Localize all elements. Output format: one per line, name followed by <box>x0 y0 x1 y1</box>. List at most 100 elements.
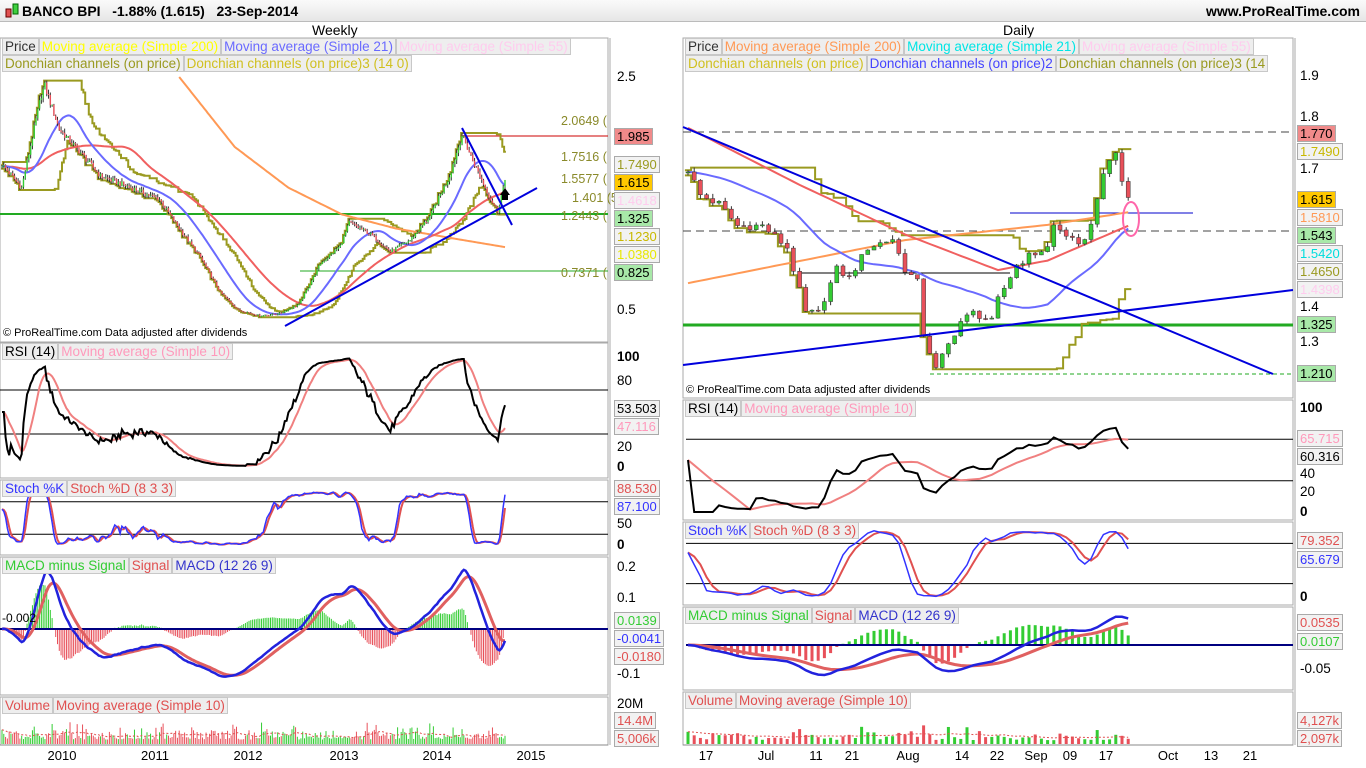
candle-body <box>124 184 127 187</box>
weekly-x-label: 2011 <box>141 748 169 763</box>
candle-body <box>182 230 184 236</box>
legend-item[interactable]: RSI (14) <box>2 343 59 360</box>
weekly-volume-legend: Volume Moving average (Simple 10) <box>2 697 228 714</box>
candle-body <box>359 227 361 229</box>
candle-body <box>15 179 18 182</box>
legend-item[interactable]: Stoch %D (8 3 3) <box>67 480 177 497</box>
candle-body <box>228 298 231 302</box>
legend-item[interactable]: Stoch %D (8 3 3) <box>750 522 860 539</box>
daily-rsi-tick: 100 <box>1300 400 1323 415</box>
rsi-ma-line <box>687 437 1129 511</box>
weekly-rsi-legend: RSI (14) Moving average (Simple 10) <box>2 343 234 360</box>
candle-body <box>382 245 384 247</box>
candle-body <box>128 185 130 188</box>
daily-price-box: 1.5810 <box>1297 209 1343 226</box>
candle-body <box>377 240 379 243</box>
candle-body <box>314 274 316 277</box>
candle-body <box>319 263 322 266</box>
legend-item[interactable]: Moving average (Simple 21) <box>221 38 396 55</box>
legend-item[interactable]: Moving average (Simple 200) <box>38 38 222 55</box>
daily-price-box: 1.615 <box>1297 191 1336 208</box>
legend-item[interactable]: MACD (12 26 9) <box>855 607 959 624</box>
candle-body <box>19 183 21 189</box>
candle-body <box>148 194 150 196</box>
legend-item[interactable]: MACD (12 26 9) <box>172 557 276 574</box>
candle-body <box>989 317 995 320</box>
candle-body <box>475 166 478 168</box>
candle-body <box>257 314 259 316</box>
candle-body <box>67 135 69 137</box>
candle-body <box>235 307 238 309</box>
candle-body <box>822 301 827 311</box>
legend-item[interactable]: Moving average (Simple 200) <box>721 38 905 55</box>
legend-item[interactable]: Moving average (Simple 10) <box>736 692 911 709</box>
candle-body <box>970 310 976 316</box>
candle-body <box>318 265 320 270</box>
candle-body <box>915 274 920 280</box>
legend-item[interactable]: Volume <box>685 692 737 709</box>
candle-body <box>180 229 182 231</box>
daily-x-label: Aug <box>896 748 920 763</box>
legend-item[interactable]: Donchian channels (on price)2 <box>866 55 1056 72</box>
candle-body <box>375 235 377 241</box>
candle-body <box>185 236 188 238</box>
legend-item[interactable]: Stoch %K <box>2 480 68 497</box>
candle-body <box>321 261 324 264</box>
legend-item[interactable]: Donchian channels (on price)3 (14 <box>1055 55 1269 72</box>
candle-body <box>384 246 386 248</box>
candle-body <box>117 181 120 185</box>
sma55-line <box>687 127 1129 272</box>
legend-item[interactable]: Moving average (Simple 10) <box>53 697 228 714</box>
candle-body <box>1045 246 1050 252</box>
legend-item[interactable]: Signal <box>811 607 856 624</box>
legend-item[interactable]: Price <box>685 38 722 55</box>
legend-item[interactable]: Donchian channels (on price) <box>685 55 867 72</box>
candle-body <box>443 185 445 193</box>
candle-body <box>370 232 372 235</box>
legend-item[interactable]: MACD minus Signal <box>2 557 129 574</box>
candle-body <box>4 165 7 169</box>
candle-body <box>500 195 503 206</box>
legend-item[interactable]: MACD minus Signal <box>685 607 812 624</box>
candle-body <box>1101 173 1106 200</box>
candle-body <box>760 224 765 227</box>
legend-item[interactable]: Moving average (Simple 10) <box>58 343 234 360</box>
candle-body <box>47 93 50 95</box>
weekly-rsi-box: 47.116 <box>614 418 659 435</box>
legend-item[interactable]: Donchian channels (on price)3 (14 0) <box>183 55 412 72</box>
candle-body <box>289 308 291 310</box>
site-link[interactable]: www.ProRealTime.com <box>1205 3 1360 19</box>
candle-body <box>952 335 957 344</box>
legend-item[interactable]: RSI (14) <box>685 400 742 417</box>
legend-item[interactable]: Price <box>2 38 39 55</box>
candle-body <box>939 353 945 368</box>
candle-body <box>366 230 368 234</box>
candle-body <box>436 204 438 206</box>
legend-item[interactable]: Moving average (Simple 55) <box>1078 38 1254 55</box>
candle-body <box>434 204 436 208</box>
legend-item[interactable]: Moving average (Simple 21) <box>904 38 1079 55</box>
candle-body <box>72 143 75 145</box>
candle-body <box>400 244 402 246</box>
sma200-line <box>687 211 1129 285</box>
candle-body <box>908 271 914 275</box>
candle-body <box>373 235 376 237</box>
legend-item[interactable]: Stoch %K <box>685 522 751 539</box>
legend-item[interactable]: Donchian channels (on price) <box>2 55 184 72</box>
legend-item[interactable]: Signal <box>128 557 173 574</box>
candle-body <box>121 181 123 186</box>
candle-body <box>423 222 426 226</box>
candle-body <box>153 195 155 197</box>
candle-body <box>207 266 209 269</box>
weekly-volume-box: 14.4M <box>614 712 657 729</box>
weekly-price-box: 1.0380 <box>614 246 660 263</box>
legend-item[interactable]: Moving average (Simple 55) <box>395 38 571 55</box>
weekly-rsi-tick: 20 <box>617 439 633 454</box>
weekly-stoch-legend: Stoch %K Stoch %D (8 3 3) <box>2 480 177 497</box>
legend-item[interactable]: Moving average (Simple 10) <box>741 400 917 417</box>
legend-item[interactable]: Volume <box>2 697 54 714</box>
candle-body <box>1094 198 1100 225</box>
candle-body <box>244 312 247 314</box>
candle-body <box>463 136 465 138</box>
